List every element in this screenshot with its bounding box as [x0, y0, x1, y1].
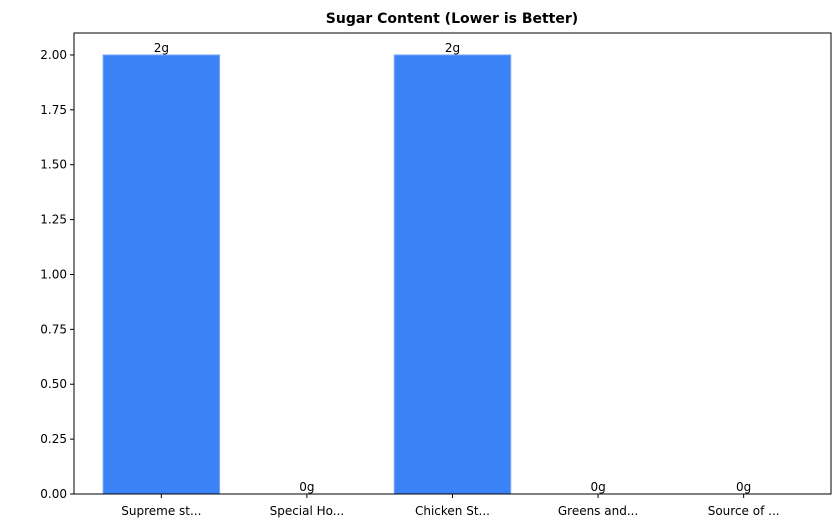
bars — [102, 54, 512, 495]
data-label: 0g — [590, 480, 605, 494]
x-tick-label: Greens and... — [558, 504, 638, 518]
x-tick-label: Supreme st... — [121, 504, 201, 518]
x-axis: Supreme st... Special Ho... Chicken St... G… — [121, 494, 780, 518]
x-tick-label: Source of ... — [708, 504, 780, 518]
bar — [102, 54, 221, 495]
y-tick-label: 1.00 — [40, 267, 67, 281]
y-tick-label: 1.75 — [40, 103, 67, 117]
y-tick-label: 1.50 — [40, 158, 67, 172]
bar — [393, 54, 512, 495]
y-tick-label: 2.00 — [40, 48, 67, 62]
y-axis: 0.00 0.25 0.50 0.75 1.00 1.25 1.50 1.75 2.00 — [40, 48, 74, 501]
plot-frame — [73, 32, 832, 495]
data-label: 0g — [299, 480, 314, 494]
y-tick-label: 1.25 — [40, 213, 67, 227]
data-label: 0g — [736, 480, 751, 494]
y-tick-label: 0.00 — [40, 487, 67, 501]
data-labels: 2g 0g 2g 0g 0g — [154, 41, 752, 494]
y-tick-label: 0.25 — [40, 432, 67, 446]
y-tick-label: 0.50 — [40, 377, 67, 391]
data-label: 2g — [154, 41, 169, 55]
x-tick-label: Chicken St... — [415, 504, 490, 518]
x-tick-label: Special Ho... — [270, 504, 345, 518]
data-label: 2g — [445, 41, 460, 55]
chart-title: Sugar Content (Lower is Better) — [326, 11, 578, 27]
y-tick-label: 0.75 — [40, 322, 67, 336]
